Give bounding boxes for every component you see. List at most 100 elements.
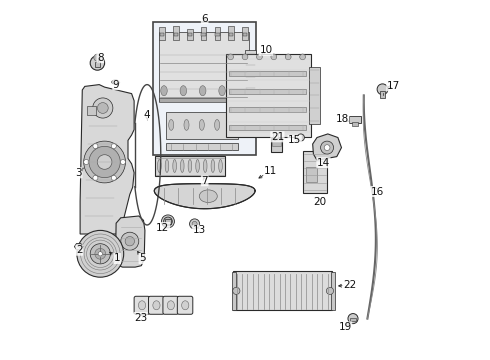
Ellipse shape: [203, 159, 207, 172]
Polygon shape: [80, 85, 134, 234]
Ellipse shape: [211, 159, 215, 172]
Text: 14: 14: [317, 158, 330, 168]
Ellipse shape: [188, 159, 192, 172]
Bar: [243, 33, 247, 36]
Circle shape: [348, 314, 358, 324]
Bar: [331, 272, 335, 310]
Bar: [173, 27, 179, 40]
Bar: [306, 167, 317, 182]
Bar: [350, 318, 356, 321]
Text: 22: 22: [343, 280, 356, 290]
Bar: [303, 151, 327, 193]
Bar: [232, 272, 236, 310]
Ellipse shape: [199, 190, 217, 202]
Text: 10: 10: [259, 45, 272, 55]
Text: 21: 21: [271, 132, 284, 142]
Bar: [245, 50, 256, 90]
Bar: [166, 143, 238, 150]
Text: 12: 12: [156, 222, 170, 233]
Circle shape: [90, 244, 110, 264]
Circle shape: [95, 248, 106, 259]
Ellipse shape: [238, 86, 245, 96]
FancyBboxPatch shape: [134, 296, 149, 314]
Circle shape: [98, 103, 108, 113]
Circle shape: [271, 54, 277, 60]
Text: 8: 8: [97, 53, 103, 63]
Text: 17: 17: [387, 81, 400, 91]
Circle shape: [324, 145, 330, 150]
Text: 16: 16: [371, 186, 384, 197]
Ellipse shape: [196, 159, 199, 172]
Text: 23: 23: [134, 312, 147, 323]
Circle shape: [285, 54, 291, 60]
Bar: [271, 138, 282, 152]
Circle shape: [93, 98, 113, 118]
Polygon shape: [74, 243, 83, 250]
Text: 3: 3: [75, 168, 82, 178]
Circle shape: [84, 159, 89, 165]
Text: 1: 1: [114, 253, 121, 264]
Circle shape: [98, 155, 112, 169]
Circle shape: [257, 54, 262, 60]
Bar: [229, 71, 306, 76]
Ellipse shape: [112, 80, 119, 84]
Circle shape: [121, 232, 139, 250]
Circle shape: [77, 230, 123, 277]
Ellipse shape: [157, 159, 161, 172]
Ellipse shape: [167, 301, 174, 310]
Ellipse shape: [230, 120, 235, 130]
Circle shape: [164, 217, 172, 226]
Circle shape: [228, 54, 233, 60]
Ellipse shape: [215, 120, 220, 130]
Bar: [201, 33, 206, 36]
Bar: [187, 29, 193, 40]
Bar: [155, 156, 225, 176]
Ellipse shape: [165, 159, 169, 172]
Ellipse shape: [153, 301, 160, 310]
Circle shape: [192, 221, 197, 226]
FancyBboxPatch shape: [163, 296, 178, 314]
Circle shape: [93, 144, 98, 149]
Bar: [95, 62, 100, 67]
Circle shape: [233, 287, 240, 294]
Ellipse shape: [173, 159, 176, 172]
Ellipse shape: [169, 120, 174, 130]
Ellipse shape: [199, 120, 204, 130]
Bar: [233, 271, 333, 310]
Ellipse shape: [219, 86, 225, 96]
Bar: [174, 33, 178, 36]
Text: 7: 7: [201, 176, 208, 186]
Bar: [229, 33, 233, 36]
Ellipse shape: [184, 120, 189, 130]
Bar: [242, 27, 248, 40]
FancyBboxPatch shape: [148, 296, 164, 314]
Text: 11: 11: [264, 166, 277, 176]
Bar: [201, 27, 206, 40]
Bar: [159, 27, 165, 40]
Text: 13: 13: [193, 225, 206, 235]
FancyBboxPatch shape: [153, 22, 256, 155]
Circle shape: [98, 252, 102, 256]
Circle shape: [89, 146, 120, 177]
Circle shape: [111, 175, 116, 180]
Circle shape: [111, 144, 116, 149]
Bar: [273, 133, 278, 138]
Circle shape: [297, 134, 304, 141]
Polygon shape: [159, 32, 248, 101]
Text: 19: 19: [339, 322, 352, 332]
Bar: [228, 26, 234, 40]
Bar: [309, 67, 320, 124]
Bar: [215, 33, 220, 36]
Circle shape: [94, 54, 101, 61]
Ellipse shape: [199, 86, 206, 96]
Bar: [215, 27, 220, 40]
Text: 5: 5: [139, 253, 146, 264]
Bar: [87, 106, 96, 115]
Circle shape: [326, 287, 334, 294]
Polygon shape: [116, 216, 145, 267]
Bar: [226, 54, 311, 137]
Polygon shape: [313, 134, 342, 160]
Polygon shape: [154, 184, 255, 209]
Text: 18: 18: [336, 114, 349, 124]
Bar: [349, 116, 361, 123]
